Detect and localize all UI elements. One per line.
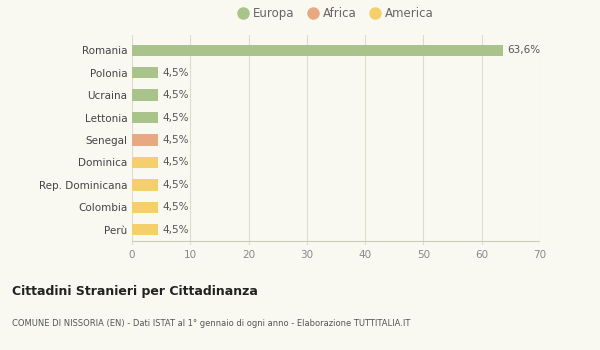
Bar bbox=[132, 112, 158, 123]
Text: 4,5%: 4,5% bbox=[163, 68, 190, 78]
Bar bbox=[132, 67, 158, 78]
Bar bbox=[132, 44, 503, 56]
Text: 4,5%: 4,5% bbox=[163, 135, 190, 145]
Bar bbox=[132, 179, 158, 190]
Text: 4,5%: 4,5% bbox=[163, 180, 190, 190]
Bar bbox=[132, 90, 158, 101]
Legend: Europa, Africa, America: Europa, Africa, America bbox=[234, 2, 438, 25]
Text: 4,5%: 4,5% bbox=[163, 113, 190, 122]
Text: 4,5%: 4,5% bbox=[163, 225, 190, 235]
Bar bbox=[132, 157, 158, 168]
Text: 4,5%: 4,5% bbox=[163, 202, 190, 212]
Text: COMUNE DI NISSORIA (EN) - Dati ISTAT al 1° gennaio di ogni anno - Elaborazione T: COMUNE DI NISSORIA (EN) - Dati ISTAT al … bbox=[12, 318, 410, 328]
Text: 63,6%: 63,6% bbox=[508, 45, 541, 55]
Text: Cittadini Stranieri per Cittadinanza: Cittadini Stranieri per Cittadinanza bbox=[12, 285, 258, 298]
Text: 4,5%: 4,5% bbox=[163, 158, 190, 167]
Bar bbox=[132, 224, 158, 236]
Bar bbox=[132, 202, 158, 213]
Text: 4,5%: 4,5% bbox=[163, 90, 190, 100]
Bar bbox=[132, 134, 158, 146]
